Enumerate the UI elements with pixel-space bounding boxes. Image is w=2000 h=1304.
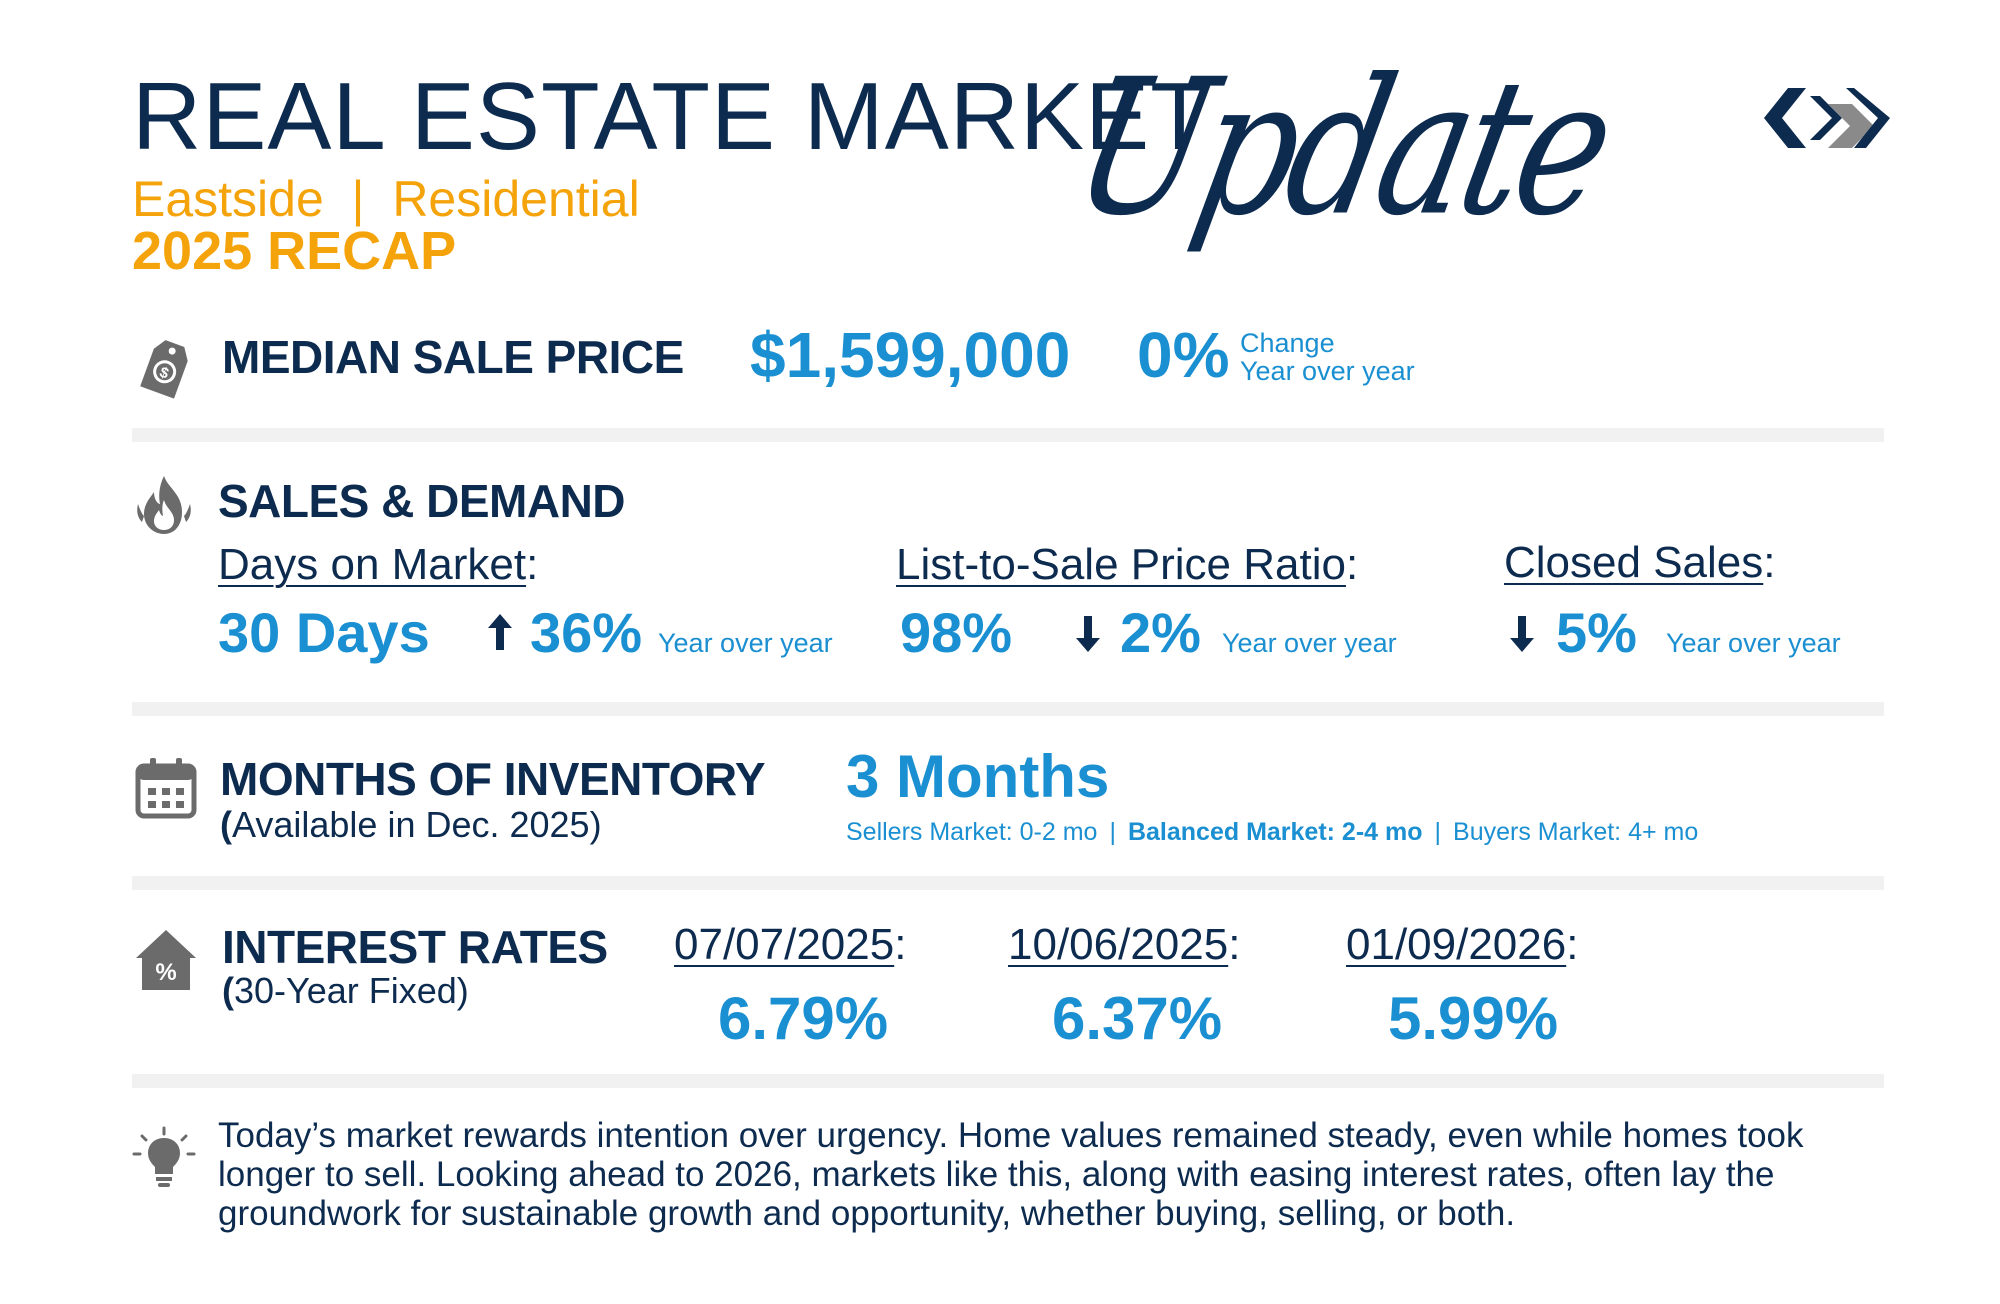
paren-open: (: [220, 804, 232, 845]
ratio-colon: :: [1345, 540, 1359, 589]
divider: [132, 428, 1884, 442]
legend-buyers: Buyers Market: 4+ mo: [1453, 818, 1699, 846]
dom-value: 30 Days: [218, 601, 430, 664]
ratio-value: 98%: [900, 601, 1013, 664]
lightbulb-icon: [132, 1126, 196, 1187]
arrow-down-icon: [1510, 616, 1534, 652]
market-legend: Sellers Market: 0-2 mo | Balanced Market: …: [846, 818, 1698, 847]
dom-colon: :: [526, 540, 539, 589]
rate-colon: :: [894, 920, 907, 969]
closed-label-text: Closed Sales: [1504, 538, 1764, 587]
rate-date-1: 07/07/2025:: [674, 920, 906, 970]
legend-sellers: Sellers Market: 0-2 mo: [846, 818, 1098, 846]
price-tag-icon: $: [140, 340, 188, 399]
dom-label: Days on Market:: [218, 540, 538, 590]
legend-balanced: Balanced Market: 2-4 mo: [1127, 818, 1423, 846]
insight-text: Today’s market rewards intention over ur…: [218, 1116, 1804, 1233]
closed-note: Year over year: [1666, 628, 1841, 658]
house-percent-icon: %: [136, 930, 196, 990]
dom-change: 36%: [530, 601, 643, 664]
rate-colon: :: [1566, 920, 1579, 969]
rates-subtitle: (30-Year Fixed): [222, 970, 469, 1012]
page-subtitle: Eastside | Residential: [132, 171, 640, 227]
paren-open: (: [222, 970, 234, 1011]
divider: [132, 876, 1884, 890]
median-price: $1,599,000: [750, 319, 1071, 391]
recap-label: 2025 RECAP: [132, 221, 457, 281]
rate-date-text: 10/06/2025: [1008, 920, 1229, 969]
ratio-note: Year over year: [1222, 628, 1397, 658]
inventory-subtitle: (Available in Dec. 2025): [220, 804, 602, 846]
calendar-icon: [135, 758, 197, 819]
sales-title: SALES & DEMAND: [218, 475, 626, 527]
dom-label-text: Days on Market: [218, 540, 527, 589]
divider: [132, 1074, 1884, 1088]
median-title: MEDIAN SALE PRICE: [222, 331, 684, 383]
rate-date-text: 07/07/2025: [674, 920, 895, 969]
rate-value-2: 6.37%: [1052, 985, 1223, 1052]
rate-date-2: 10/06/2025:: [1008, 920, 1240, 970]
closed-change: 5%: [1556, 601, 1637, 664]
rate-date-text: 01/09/2026: [1346, 920, 1567, 969]
rate-value-1: 6.79%: [718, 985, 889, 1052]
arrow-down-icon: [1076, 616, 1100, 652]
dom-note: Year over year: [658, 628, 833, 658]
median-change-label: Change: [1240, 328, 1335, 358]
ratio-change: 2%: [1120, 601, 1201, 664]
divider: [132, 702, 1884, 716]
inventory-title: MONTHS OF INVENTORY: [220, 753, 766, 805]
ratio-label: List-to-Sale Price Ratio:: [896, 540, 1358, 590]
ratio-label-text: List-to-Sale Price Ratio: [896, 540, 1346, 589]
legend-separator: |: [1434, 818, 1442, 846]
legend-separator: |: [1109, 818, 1116, 846]
page-title: REAL ESTATE MARKET: [132, 63, 1210, 170]
script-title: Update: [1058, 40, 1626, 258]
rates-subtitle-text: 30-Year Fixed): [234, 970, 469, 1011]
inventory-subtitle-text: Available in Dec. 2025): [232, 804, 602, 845]
brand-logo: [1764, 88, 1890, 148]
closed-colon: :: [1763, 538, 1776, 587]
rate-colon: :: [1228, 920, 1241, 969]
arrow-up-icon: [488, 614, 512, 650]
svg-text:%: %: [155, 959, 176, 986]
median-change: 0%: [1137, 319, 1230, 391]
rates-title: INTEREST RATES: [222, 921, 608, 973]
fire-icon: [137, 476, 191, 534]
median-change-sub: Year over year: [1240, 356, 1415, 386]
inventory-value: 3 Months: [846, 743, 1110, 810]
rate-value-3: 5.99%: [1388, 985, 1559, 1052]
rate-date-3: 01/09/2026:: [1346, 920, 1578, 970]
closed-label: Closed Sales:: [1504, 538, 1776, 588]
